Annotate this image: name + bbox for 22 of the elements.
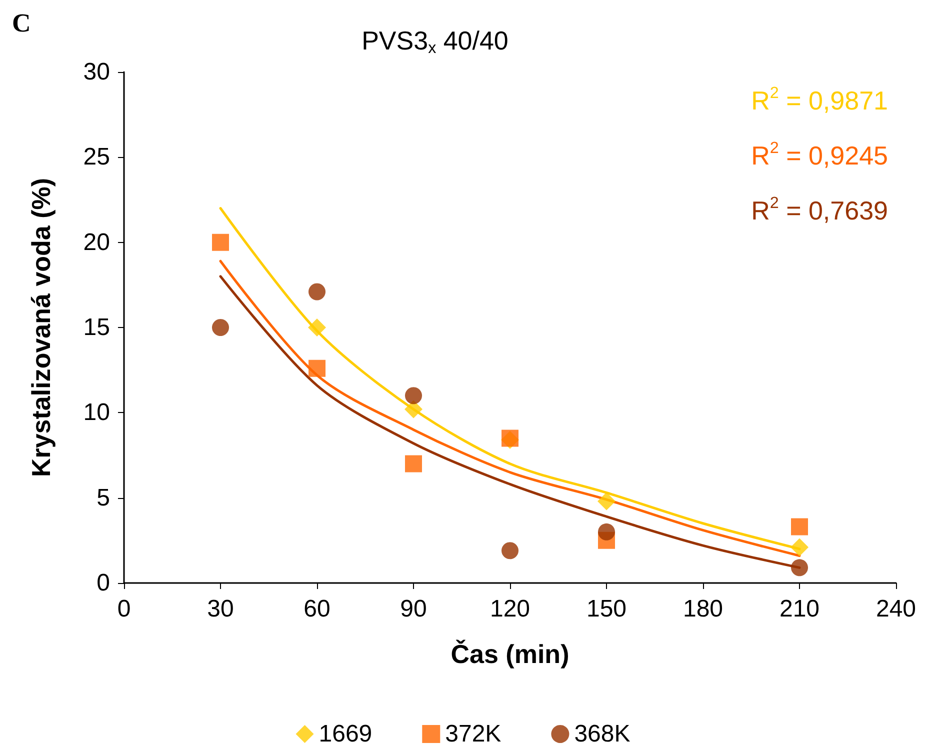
- y-tick-label: 25: [83, 144, 110, 171]
- text: C: [12, 8, 31, 38]
- x-tick-label: 180: [682, 596, 724, 622]
- y-tick-label: 15: [83, 314, 110, 341]
- y-tick-label: 10: [83, 399, 110, 426]
- legend-label: 372K: [445, 720, 502, 748]
- legend-label: 368K: [574, 720, 630, 748]
- y-axis-title: Krystalizovaná voda (%): [26, 178, 56, 478]
- y-tick-label: 5: [96, 484, 110, 512]
- x-tick-label: 210: [779, 596, 820, 622]
- x-tick-label: 150: [586, 596, 627, 622]
- y-tick-label: 0: [96, 570, 110, 596]
- x-tick-label: 30: [207, 596, 234, 622]
- x-tick-label: 60: [304, 596, 330, 622]
- x-tick-label: 0: [117, 596, 131, 622]
- legend-label: 1669: [318, 720, 372, 748]
- x-tick-label: 120: [490, 596, 530, 622]
- x-tick-label: 240: [876, 596, 916, 622]
- y-tick-label: 20: [83, 228, 110, 256]
- x-tick-label: 90: [400, 596, 427, 622]
- x-axis-title: Čas (min): [450, 639, 570, 669]
- y-tick-label: 30: [83, 58, 110, 86]
